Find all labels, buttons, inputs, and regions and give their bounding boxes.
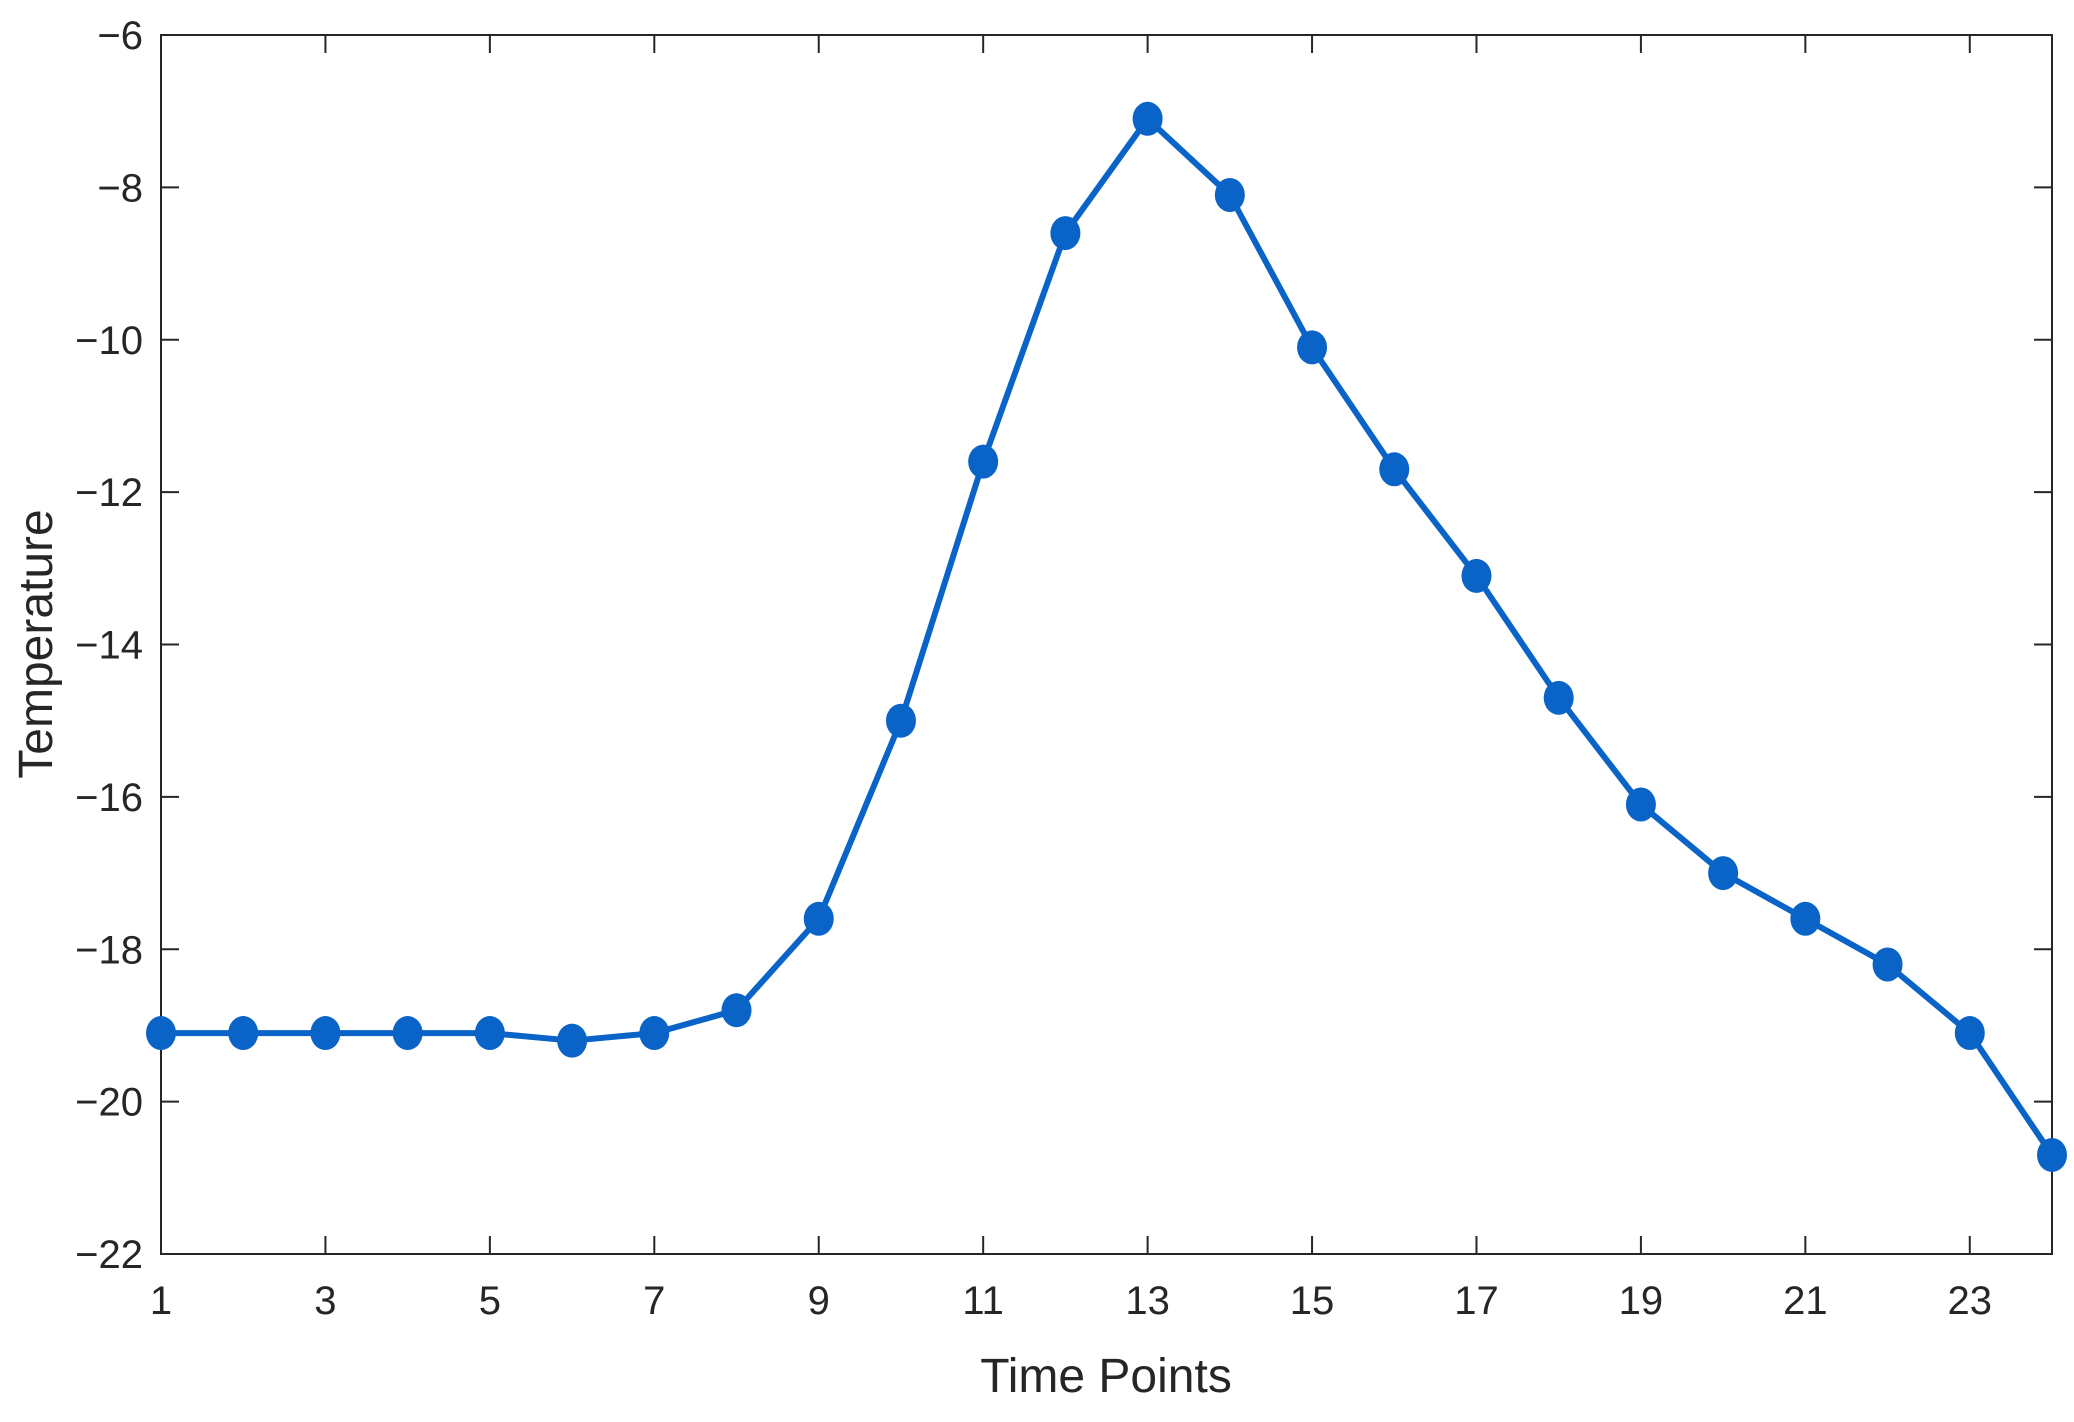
data-point <box>474 1016 505 1051</box>
data-point <box>639 1016 670 1051</box>
data-point <box>557 1023 588 1058</box>
y-tick-label: −14 <box>75 624 143 668</box>
y-tick-label: −8 <box>97 166 143 210</box>
x-tick-label: 9 <box>808 1279 830 1323</box>
y-tick-label: −20 <box>75 1081 143 1125</box>
data-point <box>1790 901 1821 936</box>
data-point <box>1050 216 1081 251</box>
y-tick-label: −16 <box>75 776 143 820</box>
data-point <box>1379 452 1410 487</box>
plot-area <box>160 34 2053 1255</box>
y-tick-label: −12 <box>75 471 143 515</box>
data-point <box>1132 101 1163 136</box>
data-point <box>1543 680 1574 715</box>
data-point <box>1461 558 1492 593</box>
x-tick-label: 13 <box>1125 1279 1170 1323</box>
data-point <box>1708 856 1739 891</box>
data-point <box>228 1016 259 1051</box>
data-point <box>803 901 834 936</box>
y-axis-ticks: −22 −20 −18 −16 −14 −12 −10 −8 −6 <box>75 14 2052 1277</box>
x-tick-label: 5 <box>479 1279 501 1323</box>
data-point <box>721 993 752 1028</box>
data-point <box>392 1016 423 1051</box>
x-tick-label: 21 <box>1783 1279 1828 1323</box>
data-point <box>885 703 916 738</box>
x-tick-label: 11 <box>962 1279 1004 1323</box>
x-tick-label: 1 <box>150 1279 172 1323</box>
y-tick-label: −18 <box>75 928 143 972</box>
data-point <box>1872 947 1903 982</box>
y-tick-label: −10 <box>75 319 143 363</box>
x-tick-label: 15 <box>1290 1279 1335 1323</box>
data-point <box>1625 787 1656 822</box>
data-point <box>1954 1016 1985 1051</box>
data-point <box>1297 330 1328 365</box>
data-point <box>310 1016 341 1051</box>
x-tick-label: 7 <box>643 1279 665 1323</box>
data-point <box>1214 177 1245 212</box>
x-tick-label: 19 <box>1619 1279 1664 1323</box>
x-tick-label: 17 <box>1454 1279 1499 1323</box>
x-axis-label: Time Points <box>980 1350 1232 1403</box>
x-axis-ticks: 1 3 5 7 9 11 13 15 17 19 21 23 <box>150 35 1992 1323</box>
data-point <box>146 1016 176 1051</box>
data-point <box>968 444 999 479</box>
y-tick-label: −6 <box>97 14 143 58</box>
x-tick-label: 23 <box>1948 1279 1993 1323</box>
y-tick-label: −22 <box>75 1233 143 1277</box>
data-point <box>2037 1137 2067 1172</box>
y-axis-label: Temperature <box>10 509 63 778</box>
x-tick-label: 3 <box>314 1279 336 1323</box>
series-layer <box>146 101 2067 1172</box>
